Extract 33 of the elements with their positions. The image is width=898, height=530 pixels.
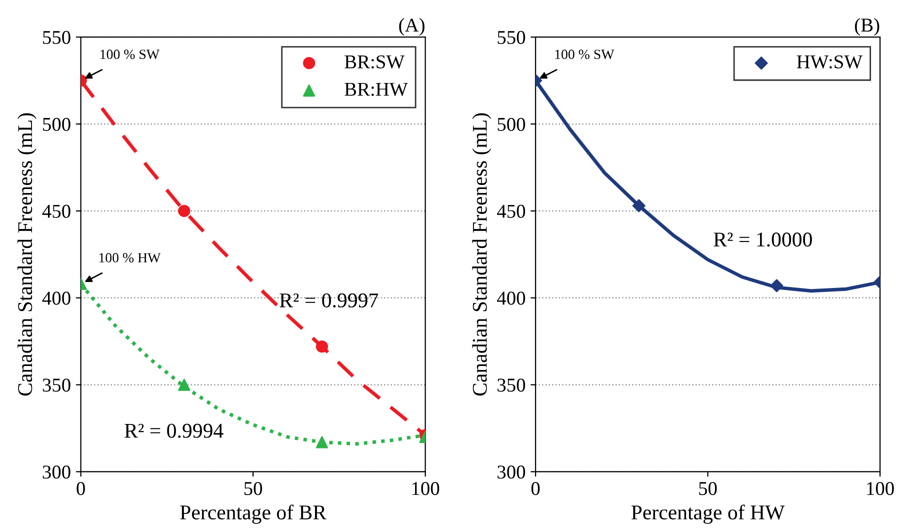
annotation: 100 % SW: [555, 50, 614, 60]
x-tick-label: 100: [412, 482, 440, 496]
y-tick-label: 550: [43, 30, 70, 44]
x-axis-title: Percentage of BR: [180, 504, 327, 524]
legend-label: HW:SW: [796, 55, 862, 69]
annotation: R² = 0.9994: [124, 424, 224, 438]
x-tick-label: 50: [699, 482, 717, 496]
annotation: 100 % HW: [99, 253, 161, 263]
annotation: 100 % SW: [100, 50, 160, 60]
y-tick-label: 500: [43, 118, 70, 131]
y-tick-label: 400: [497, 292, 526, 305]
x-tick-label: 100: [867, 482, 894, 496]
chart-title: (B): [854, 18, 880, 36]
legend-label: BR:HW: [344, 82, 408, 96]
y-tick-label: 350: [42, 378, 70, 392]
x-tick-label: 0: [531, 482, 540, 496]
x-axis-title: Percentage of HW: [631, 504, 785, 524]
x-tick-label: 50: [244, 482, 262, 496]
y-tick-label: 300: [498, 466, 526, 479]
chart-title: (A): [399, 18, 424, 36]
y-tick-label: 550: [498, 30, 526, 44]
y-tick-label: 450: [497, 204, 526, 218]
y-axis-title: Canadian Standard Freeness (mL): [472, 113, 492, 396]
y-tick-label: 300: [42, 466, 70, 479]
legend-label: BR:SW: [344, 55, 405, 69]
annotation: R² = 0.9997: [280, 293, 378, 308]
annotation: R² = 1.0000: [714, 232, 812, 247]
y-tick-label: 350: [498, 378, 526, 392]
y-axis-title: Canadian Standard Freeness (mL): [17, 113, 36, 396]
y-tick-label: 500: [498, 118, 526, 131]
y-tick-label: 400: [42, 292, 70, 305]
y-tick-label: 450: [42, 204, 70, 218]
x-tick-label: 0: [76, 482, 85, 496]
